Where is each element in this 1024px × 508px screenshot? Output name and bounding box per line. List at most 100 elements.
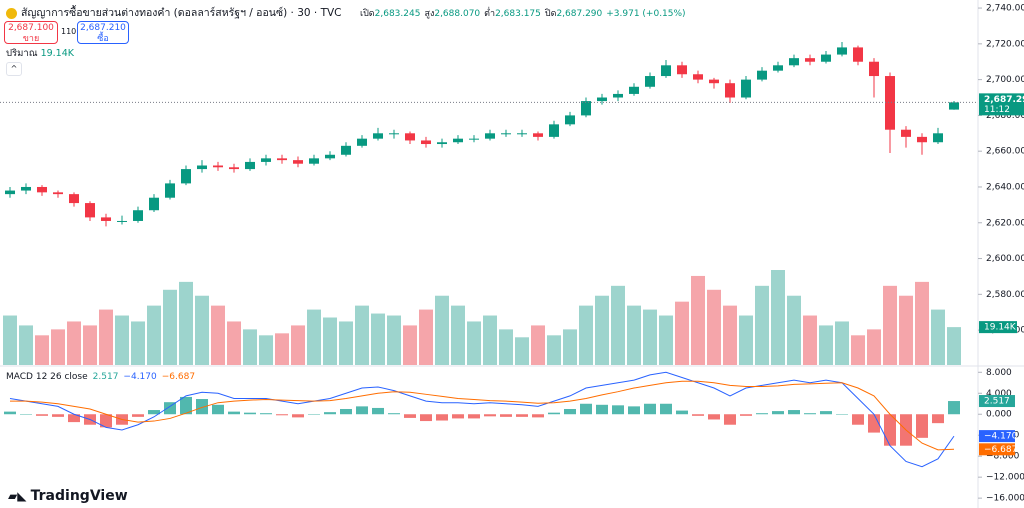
- volume-bar: [275, 333, 289, 365]
- candle-body: [917, 136, 927, 143]
- candle-body: [117, 220, 127, 222]
- macd-histogram: [324, 412, 336, 415]
- macd-tag: [979, 443, 1015, 456]
- volume-bar: [931, 309, 945, 365]
- volume-bar: [483, 315, 497, 365]
- candle-body: [949, 102, 959, 110]
- candle-body: [213, 165, 223, 168]
- macd-histogram: [468, 414, 480, 419]
- change: +3.971 (+0.15%): [606, 9, 686, 19]
- sell-price: 2,687.100: [8, 23, 54, 33]
- macd-histogram: [212, 404, 224, 415]
- sell-button[interactable]: 2,687.100 ขาย: [4, 21, 58, 44]
- candle-body: [293, 160, 303, 164]
- volume-bar: [67, 321, 81, 365]
- macd-histogram: [932, 414, 944, 424]
- candle-body: [725, 83, 735, 98]
- macd-tag: [979, 430, 1015, 443]
- volume-bar: [531, 325, 545, 365]
- buy-button[interactable]: 2,687.210 ซื้อ: [77, 21, 129, 44]
- spread: 110: [61, 27, 77, 36]
- y-tick-label: 4.000: [986, 389, 1012, 399]
- candle-body: [405, 133, 415, 141]
- y-tick-label: −12.000: [986, 473, 1024, 483]
- y-tick-label: −8.000: [986, 452, 1020, 462]
- volume-bar: [307, 309, 321, 365]
- candle-body: [629, 86, 639, 94]
- candle-body: [21, 186, 31, 191]
- y-tick-label: 2,620.000: [986, 218, 1024, 228]
- volume-bar: [499, 329, 513, 365]
- volume-bar: [627, 305, 641, 365]
- candle-body: [805, 58, 815, 62]
- macd-histogram: [580, 403, 592, 415]
- macd-histogram: [724, 414, 736, 425]
- macd-histogram: [436, 414, 448, 421]
- macd-histogram: [4, 411, 16, 415]
- macd-legend: MACD 12 26 close 2.517 −4.170 −6.687: [6, 372, 195, 382]
- volume-bar: [947, 327, 961, 365]
- volume-bar: [691, 275, 705, 365]
- volume-bar: [259, 335, 273, 365]
- y-tick-label: 2,660.000: [986, 147, 1024, 157]
- volume-bar: [195, 295, 209, 365]
- candle-body: [693, 74, 703, 80]
- ohlc-value: 2,688.070: [434, 9, 481, 19]
- candle-body: [645, 76, 655, 87]
- macd-histogram: [148, 410, 160, 415]
- candle-body: [309, 158, 319, 164]
- ohlc-legend: เปิด2,683.245 สูง2,688.070 ต่ำ2,683.175 ปิด…: [360, 6, 686, 20]
- macd-histogram: [36, 414, 48, 416]
- macd-histogram: [196, 399, 208, 415]
- candle-body: [677, 65, 687, 75]
- volume-bar: [243, 329, 257, 365]
- macd-histogram: [292, 414, 304, 418]
- volume-bar: [355, 305, 369, 365]
- candle-body: [325, 154, 335, 159]
- candle-body: [869, 61, 879, 77]
- volume-bar: [755, 285, 769, 365]
- y-tick-label: −16.000: [986, 494, 1024, 504]
- brand: ▰◣ TradingView: [8, 488, 128, 504]
- y-tick-label: 2,700.000: [986, 75, 1024, 85]
- brand-text: TradingView: [30, 488, 128, 504]
- macd-histogram: [180, 396, 192, 415]
- candle-body: [453, 138, 463, 143]
- buy-price: 2,687.210: [80, 23, 126, 33]
- macd-histogram: [100, 414, 112, 428]
- macd-histogram: [548, 412, 560, 415]
- ohlc-label: ปิด: [544, 9, 557, 19]
- macd-histogram: [692, 414, 704, 416]
- macd-histogram: [788, 410, 800, 415]
- volume-bar: [723, 305, 737, 365]
- candle-body: [133, 210, 143, 221]
- volume-bar: [771, 270, 785, 365]
- candle-body: [837, 47, 847, 55]
- candle-body: [53, 192, 63, 195]
- candle-body: [357, 138, 367, 146]
- buy-label: ซื้อ: [97, 34, 109, 44]
- candle-body: [277, 158, 287, 161]
- macd-histogram: [276, 414, 288, 416]
- volume-bar: [659, 315, 673, 365]
- volume-bar: [35, 335, 49, 365]
- volume-bar: [227, 321, 241, 365]
- volume-bar: [803, 315, 817, 365]
- macd-legend-value: −4.170: [123, 372, 157, 382]
- volume-bar: [851, 335, 865, 365]
- macd-histogram: [308, 414, 320, 415]
- y-tick-label: 2,640.000: [986, 182, 1024, 192]
- macd-histogram: [244, 412, 256, 415]
- macd-histogram: [708, 414, 720, 420]
- candle-body: [533, 133, 543, 137]
- volume-bar: [339, 321, 353, 365]
- collapse-button[interactable]: ^: [6, 62, 22, 76]
- macd-histogram: [20, 414, 32, 415]
- macd-legend-value: −6.687: [161, 372, 196, 382]
- macd-histogram: [740, 414, 752, 416]
- volume-bar: [611, 285, 625, 365]
- volume-bar: [99, 309, 113, 365]
- candle-body: [37, 186, 47, 193]
- candle-body: [549, 124, 559, 137]
